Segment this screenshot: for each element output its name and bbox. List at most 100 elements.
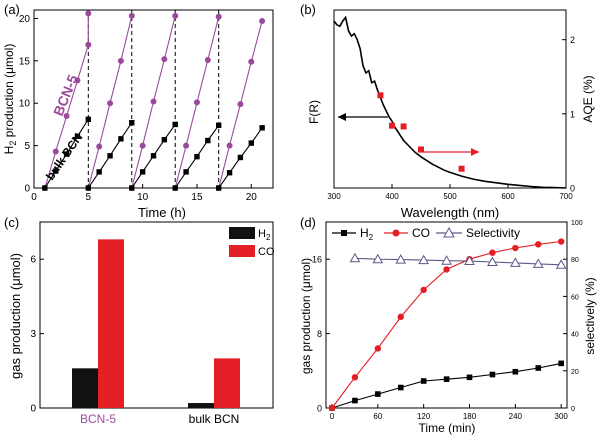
y-tick-label-c: 6 — [30, 255, 36, 266]
y-tick-label-c: 3 — [30, 329, 36, 340]
x-tick-label-b: 500 — [443, 192, 457, 201]
x-tick-label-d: 60 — [373, 412, 382, 421]
data-point-co — [443, 266, 450, 273]
panel-label-a: (a) — [4, 2, 20, 17]
legend-label-co: CO — [258, 246, 275, 258]
data-point-bulk-bcn — [107, 153, 113, 159]
aqe-data-point — [400, 123, 407, 130]
x-tick-label-d: 0 — [330, 412, 335, 421]
data-point-bulk-bcn — [118, 136, 124, 142]
x-axis-label-b: Wavelength (nm) — [401, 205, 500, 220]
data-point-co — [351, 374, 359, 381]
y-tick-label-right-d: 40 — [571, 332, 579, 339]
y-tick-label-a: 20 — [19, 14, 31, 25]
y-tick-label-c: 0 — [30, 404, 36, 415]
y-tick-label-right-d: 60 — [571, 294, 579, 301]
data-point-co — [374, 345, 382, 352]
category-label-c: BCN-5 — [80, 412, 116, 426]
arrow-right-head — [471, 148, 479, 156]
data-point-bcn-5 — [183, 142, 190, 149]
x-axis-label-a: Time (h) — [138, 205, 186, 220]
data-point-h2 — [489, 371, 496, 378]
data-point-bcn-5 — [52, 148, 59, 155]
data-point-bulk-bcn — [85, 185, 92, 191]
data-point-bulk-bcn — [259, 125, 265, 131]
panel-label-d: (d) — [300, 215, 316, 230]
x-tick-label-a: 5 — [86, 192, 92, 203]
legend-d: H2 CO Selectivity — [332, 226, 520, 242]
chart-panel-a: 0 5 10 15 20 0 5 10 15 20 Time (h) H2 production … — [2, 9, 274, 220]
data-point-h2 — [558, 360, 564, 367]
series-line-h2 — [331, 362, 562, 409]
data-point-bulk-bcn — [53, 168, 59, 174]
data-point-selectivity — [487, 256, 498, 266]
data-point-bulk-bcn — [205, 137, 211, 144]
legend-label-h2-d: H2 — [360, 226, 374, 242]
y-axis-label-left-b: F(R) — [307, 100, 321, 124]
data-point-h2 — [512, 368, 519, 375]
y-tick-label-a: 0 — [24, 184, 30, 195]
data-point-h2 — [443, 376, 450, 382]
data-point-co — [420, 286, 427, 294]
x-tick-label-a: 20 — [246, 192, 258, 203]
data-point-bulk-bcn — [172, 121, 178, 128]
plot-frame-b — [333, 9, 567, 189]
data-point-bulk-bcn — [226, 170, 233, 176]
legend-marker-sel-d — [443, 226, 455, 238]
bar-h2 — [188, 403, 214, 408]
y-tick-label-right-d: 0 — [571, 406, 575, 413]
data-point-bulk-bcn — [42, 185, 48, 191]
data-point-bulk-bcn — [96, 169, 102, 175]
x-tick-label-a: 15 — [191, 192, 203, 203]
series-label-bcn5: BCN-5 — [50, 72, 81, 118]
bar-co — [98, 239, 124, 408]
absorption-spectrum-line — [333, 15, 567, 189]
data-point-selectivity — [464, 255, 475, 266]
x-tick-label-b: 300 — [327, 192, 341, 201]
legend-marker-co-d — [392, 229, 400, 237]
data-point-selectivity — [532, 258, 544, 268]
x-tick-label-b: 600 — [501, 192, 515, 201]
data-point-bulk-bcn — [85, 116, 92, 123]
x-tick-label-d: 180 — [463, 412, 477, 421]
data-point-bulk-bcn — [237, 154, 244, 161]
y-tick-label-right-d: 20 — [571, 369, 579, 376]
data-point-h2 — [466, 374, 473, 381]
data-point-bcn-5 — [237, 101, 244, 108]
legend-swatch-h2 — [229, 227, 255, 239]
data-point-co — [512, 244, 519, 252]
data-point-h2 — [375, 391, 381, 397]
y-tick-label-right-d: 80 — [571, 257, 579, 264]
aqe-data-point — [458, 165, 465, 172]
data-point-h2 — [352, 397, 358, 404]
data-point-bulk-bcn — [161, 136, 168, 143]
plot-frame-a — [33, 9, 274, 189]
x-tick-label-d: 120 — [417, 412, 431, 421]
data-point-bulk-bcn — [129, 120, 135, 126]
y-tick-label-a: 10 — [19, 99, 31, 110]
y-axis-label-left-d: gas production (μmol) — [299, 258, 313, 374]
x-tick-label-a: 10 — [137, 192, 149, 203]
y-axis-label-right-d: selectively (%) — [583, 277, 597, 354]
y-axis-label-a: H2 production (μmol) — [2, 44, 18, 155]
data-point-bcn-5 — [117, 57, 124, 64]
x-tick-label-b: 700 — [559, 192, 573, 201]
data-point-bulk-bcn — [63, 151, 70, 157]
x-tick-label-d: 240 — [509, 412, 523, 421]
data-point-bcn-5 — [128, 12, 135, 19]
panel-label-b: (b) — [300, 2, 316, 17]
data-point-selectivity — [372, 253, 384, 264]
x-axis-label-d: Time (min) — [419, 421, 476, 435]
data-point-bcn-5 — [139, 142, 146, 149]
data-point-bulk-bcn — [139, 169, 146, 175]
panel-label-c: (c) — [4, 215, 19, 230]
data-point-bcn-5 — [85, 10, 92, 17]
legend-label-sel-d: Selectivity — [466, 226, 520, 240]
chart-panel-c: 0 3 6 BCN-5 bulk BCN gas production (μmol) H… — [8, 221, 275, 426]
data-point-bcn-5 — [259, 18, 266, 25]
data-point-bulk-bcn — [183, 169, 189, 175]
x-tick-label-a: 0 — [31, 192, 37, 203]
bar-co — [214, 358, 240, 408]
